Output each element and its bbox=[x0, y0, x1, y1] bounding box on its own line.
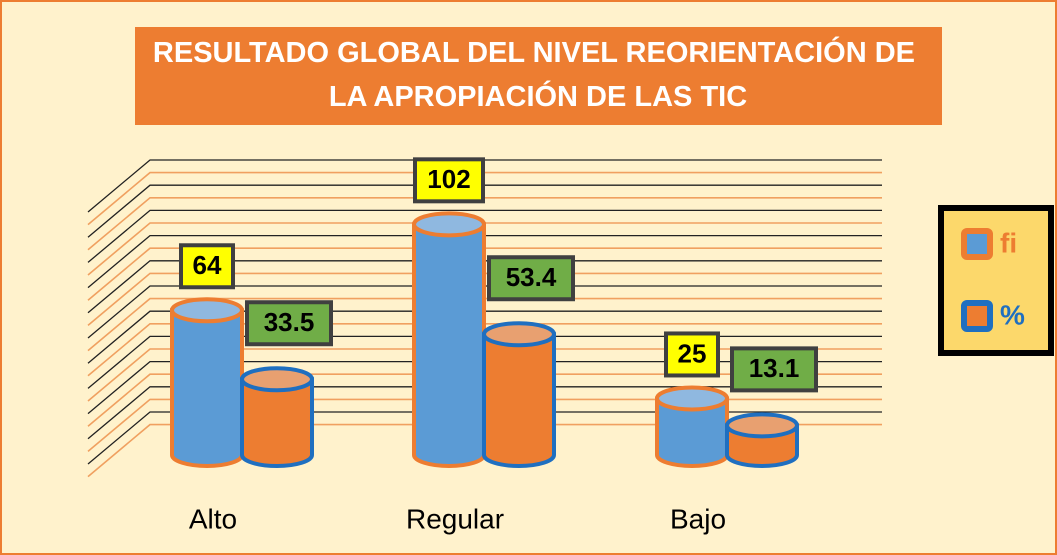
title-box bbox=[135, 27, 942, 125]
legend: fi% bbox=[961, 227, 1025, 332]
data-label: 64 bbox=[193, 250, 222, 280]
cylinder bbox=[170, 297, 244, 468]
legend-label: fi bbox=[1000, 227, 1017, 258]
cylinder-top bbox=[482, 321, 556, 348]
data-label-box bbox=[413, 157, 485, 204]
cylinder-top bbox=[170, 297, 244, 324]
cylinder bbox=[482, 321, 556, 468]
data-label-box bbox=[664, 331, 720, 378]
wall-stripe bbox=[87, 386, 882, 440]
wall-stripe bbox=[87, 322, 882, 377]
cylinder-body bbox=[412, 222, 486, 468]
wall-stripe bbox=[87, 398, 882, 453]
chart-title: RESULTADO GLOBAL DEL NIVEL REORIENTACIÓN… bbox=[153, 35, 923, 113]
cylinder-top bbox=[655, 385, 729, 412]
wall-stripe bbox=[87, 184, 882, 238]
legend-label: % bbox=[1000, 299, 1025, 330]
x-tick-label: Regular bbox=[406, 503, 504, 534]
data-label: 13.1 bbox=[749, 353, 800, 383]
cylinder-top bbox=[725, 412, 799, 439]
title-line: RESULTADO GLOBAL DEL NIVEL REORIENTACIÓN… bbox=[153, 35, 915, 69]
x-tick-label: Alto bbox=[189, 503, 237, 534]
wall-stripe bbox=[87, 272, 882, 327]
wall-stripe bbox=[87, 411, 882, 465]
wall-stripe bbox=[87, 297, 882, 352]
data-label: 25 bbox=[678, 338, 707, 368]
wall-stripe bbox=[87, 222, 882, 276]
wall-stripe bbox=[87, 197, 882, 251]
cylinder bbox=[412, 211, 486, 468]
cylinder-top bbox=[412, 211, 486, 238]
wall-stripe bbox=[87, 360, 882, 415]
wall-stripe bbox=[87, 348, 882, 402]
plot: 64 102 25 33.5 53.4 13.1 bbox=[170, 157, 818, 468]
wall-stripe bbox=[87, 247, 882, 301]
data-label: 33.5 bbox=[264, 307, 315, 337]
data-label-box bbox=[730, 346, 818, 393]
cylinder bbox=[725, 412, 799, 468]
cylinder-body bbox=[240, 377, 314, 468]
back-wall bbox=[87, 159, 882, 478]
cylinder-body bbox=[482, 332, 556, 468]
data-label: 53.4 bbox=[506, 262, 557, 292]
data-label-box bbox=[179, 243, 235, 290]
cylinder bbox=[240, 366, 314, 468]
wall-stripe bbox=[87, 423, 882, 478]
x-tick-label: Bajo bbox=[670, 503, 726, 534]
data-label-box bbox=[245, 300, 333, 347]
wall-stripe bbox=[87, 310, 882, 364]
legend-swatch bbox=[961, 228, 993, 260]
legend-box bbox=[938, 205, 1054, 356]
cylinder-body bbox=[170, 308, 244, 468]
wall-stripe bbox=[87, 285, 882, 339]
legend-swatch bbox=[961, 300, 993, 332]
wall-stripe bbox=[87, 234, 882, 289]
wall-stripe bbox=[87, 335, 882, 389]
wall-stripe bbox=[87, 260, 882, 314]
cylinder-top bbox=[240, 366, 314, 393]
wall-stripe bbox=[87, 171, 882, 226]
title-line: LA APROPIACIÓN DE LAS TIC bbox=[329, 79, 747, 113]
wall-stripe bbox=[87, 209, 882, 263]
wall-stripe bbox=[87, 373, 882, 427]
data-label-box bbox=[487, 255, 575, 302]
wall-stripe bbox=[87, 159, 882, 213]
cylinder bbox=[655, 385, 729, 468]
data-label: 102 bbox=[427, 164, 470, 194]
